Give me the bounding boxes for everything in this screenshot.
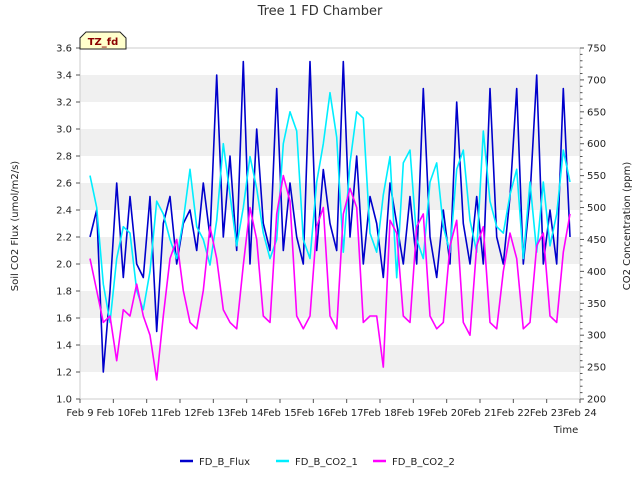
series-line-FD_B_Flux (89, 60, 571, 373)
y-tick-label-right: 250 (587, 363, 606, 374)
y-axis-label-right: CO2 Concentration (ppm) (622, 162, 633, 291)
legend-label: FD_B_Flux (199, 457, 250, 468)
y-tick-label-left: 1.4 (56, 341, 72, 352)
y-tick-label-right: 200 (587, 395, 606, 406)
grid-band (80, 129, 580, 156)
y-tick-label-right: 600 (587, 139, 606, 150)
y-tick-label-left: 1.6 (56, 314, 72, 325)
y-tick-label-right: 350 (587, 299, 606, 310)
y-axis-label-left: Soil CO2 Flux (umol/m2/s) (10, 161, 21, 291)
series-line-FD_B_CO2_1 (89, 91, 571, 324)
x-tick-label: Feb 10 (97, 408, 131, 419)
x-tick-label: Feb 11 (130, 408, 164, 419)
x-tick-label: Feb 12 (163, 408, 197, 419)
site-tag: TZ_fd (79, 31, 127, 50)
y-tick-label-left: 1.8 (56, 287, 72, 298)
y-tick-label-right: 400 (587, 267, 606, 278)
grid-band (80, 48, 580, 75)
x-tick-label: Feb 19 (397, 408, 431, 419)
legend-item-FD_B_CO2_1: FD_B_CO2_1 (276, 457, 358, 468)
y-tick-label-left: 2.8 (56, 152, 72, 163)
chart-title: Tree 1 FD Chamber (257, 4, 383, 19)
x-tick-label: Feb 16 (297, 408, 331, 419)
y-tick-label-right: 300 (587, 331, 606, 342)
legend-item-FD_B_Flux: FD_B_Flux (180, 457, 250, 468)
y-tick-label-left: 3.0 (56, 125, 72, 136)
y-tick-label-right: 700 (587, 75, 606, 86)
legend: FD_B_Flux FD_B_CO2_1 FD_B_CO2_2 (180, 457, 455, 468)
x-tick-label: Feb 24 (563, 408, 597, 419)
x-tick-label: Feb 18 (363, 408, 397, 419)
y-tick-label-left: 2.6 (56, 179, 72, 190)
x-axis: Feb 9 Feb 10 Feb 11 Feb 12 Feb 13 Feb 14 Feb 1… (66, 399, 597, 419)
y-tick-label-left: 2.2 (56, 233, 72, 244)
grid-bands (80, 48, 580, 399)
y-tick-label-left: 1.0 (56, 395, 72, 406)
y-tick-label-left: 2.4 (56, 206, 72, 217)
grid-band (80, 345, 580, 372)
legend-item-FD_B_CO2_2: FD_B_CO2_2 (373, 457, 455, 468)
right-axis: 200 250 300 350 400 450 500 550 600 650 700 750 (580, 44, 606, 406)
y-tick-label-right: 450 (587, 235, 606, 246)
x-tick-label: Feb 14 (230, 408, 264, 419)
y-tick-label-right: 750 (587, 44, 606, 55)
x-tick-label: Feb 13 (197, 408, 231, 419)
grid-band (80, 318, 580, 345)
series-line-FD_B_CO2_2 (89, 174, 571, 381)
y-tick-label-right: 550 (587, 171, 606, 182)
grid-band (80, 372, 580, 399)
site-tag-box (79, 31, 127, 50)
grid-band (80, 102, 580, 129)
x-tick-label: Feb 9 (66, 408, 93, 419)
x-tick-label: Feb 21 (463, 408, 497, 419)
grid-band (80, 156, 580, 183)
y-tick-label-left: 3.4 (56, 71, 72, 82)
x-tick-label: Feb 23 (530, 408, 564, 419)
y-tick-label-right: 650 (587, 107, 606, 118)
site-tag-label: TZ_fd (88, 37, 119, 48)
x-tick-label: Feb 15 (263, 408, 297, 419)
y-tick-label-left: 3.6 (56, 44, 72, 55)
grid-band (80, 183, 580, 210)
legend-label: FD_B_CO2_1 (295, 457, 358, 468)
left-axis: 1.0 1.2 1.4 1.6 1.8 2.0 2.2 2.4 2.6 2.8 3.0 3.2 3.4 3… (56, 44, 80, 406)
x-axis-label: Time (553, 425, 578, 436)
legend-label: FD_B_CO2_2 (392, 457, 455, 468)
y-tick-label-left: 3.2 (56, 98, 72, 109)
y-tick-label-left: 2.0 (56, 260, 72, 271)
x-tick-label: Feb 17 (330, 408, 364, 419)
x-tick-label: Feb 20 (430, 408, 464, 419)
plot-frame (79, 47, 581, 400)
x-tick-label: Feb 22 (497, 408, 531, 419)
y-tick-label-left: 1.2 (56, 368, 72, 379)
series-layer (89, 60, 571, 381)
grid-band (80, 264, 580, 291)
grid-band (80, 237, 580, 264)
y-tick-label-right: 500 (587, 203, 606, 214)
